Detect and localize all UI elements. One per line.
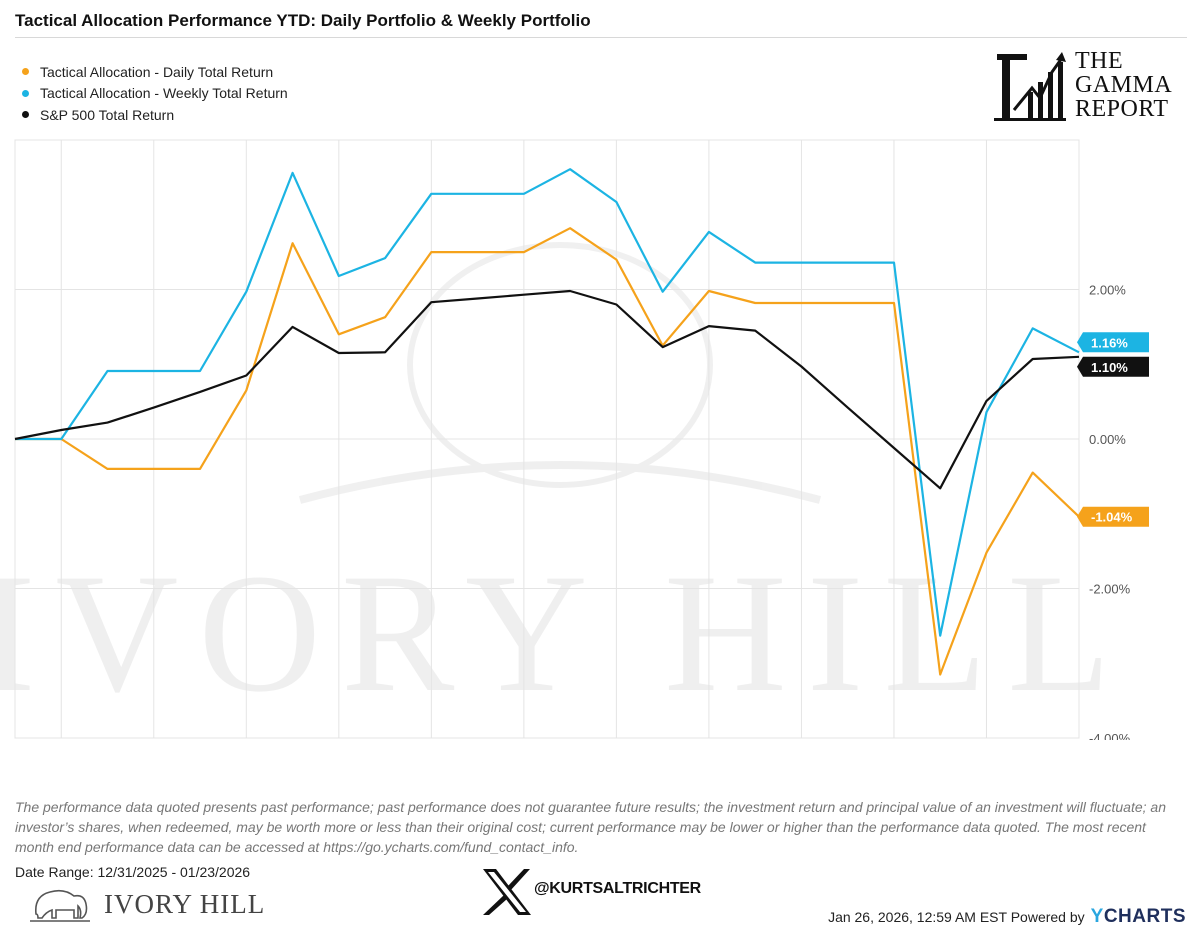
- gamma-report-wordmark: THE GAMMA REPORT: [1075, 49, 1172, 121]
- y-tick-label: 2.00%: [1089, 283, 1126, 298]
- y-axis-labels: 2.00% 0.00% -2.00% -4.00%: [1089, 283, 1131, 741]
- legend-item-daily[interactable]: Tactical Allocation - Daily Total Return: [22, 61, 288, 83]
- ycharts-logo-y: Y: [1090, 906, 1104, 927]
- gamma-report-line-3: REPORT: [1075, 96, 1169, 122]
- weekly-end-label: 1.16%: [1091, 335, 1128, 350]
- ivory-hill-wordmark: IVORY HILL: [104, 889, 266, 919]
- performance-disclaimer: The performance data quoted presents pas…: [15, 799, 1166, 855]
- timestamp-text: Jan 26, 2026, 12:59 AM EST Powered by: [828, 909, 1085, 925]
- sp500-end-label-bg: [1077, 356, 1149, 377]
- daily-end-label-bg: [1077, 506, 1149, 527]
- ivory-hill-watermark: IVORY HILL: [0, 242, 1131, 727]
- legend-item-sp500[interactable]: S&P 500 Total Return: [22, 104, 288, 126]
- y-tick-label: 0.00%: [1089, 432, 1126, 447]
- y-tick-label: -2.00%: [1089, 582, 1131, 597]
- daily-return-line: [15, 227, 1080, 676]
- date-range: Date Range: 12/31/2025 - 01/23/2026: [15, 864, 251, 880]
- legend-marker-daily: [22, 68, 29, 76]
- legend-label-weekly: Tactical Allocation - Weekly Total Retur…: [40, 85, 288, 102]
- ycharts-logo[interactable]: YCHARTS: [1091, 906, 1186, 928]
- ycharts-logo-rest: CHARTS: [1103, 906, 1186, 927]
- series-end-labels: -1.04% 1.16% 1.10%: [1077, 332, 1149, 527]
- footer-timestamp: Jan 26, 2026, 12:59 AM EST Powered by YC…: [828, 906, 1186, 928]
- gamma-report-line-2: GAMMA: [1075, 72, 1173, 98]
- sp500-return-line: [14, 289, 1080, 490]
- legend-label-daily: Tactical Allocation - Daily Total Return: [40, 63, 274, 80]
- legend-marker-weekly: [22, 89, 29, 97]
- legend-marker-sp500: [22, 111, 29, 119]
- title-divider: [15, 37, 1187, 38]
- watermark-text: IVORY HILL: [0, 539, 1131, 727]
- sp500-end-label: 1.10%: [1091, 360, 1128, 375]
- x-handle-link[interactable]: @KURTSALTRICHTER: [534, 880, 701, 897]
- chart-title: Tactical Allocation Performance YTD: Dai…: [15, 11, 591, 30]
- weekly-return-line: [15, 168, 1080, 637]
- x-logo-icon[interactable]: [481, 867, 533, 917]
- y-tick-label: -4.00%: [1089, 731, 1131, 740]
- elephant-logo-icon: [30, 889, 90, 922]
- gamma-report-line-1: THE: [1075, 48, 1124, 74]
- legend-label-sp500: S&P 500 Total Return: [40, 106, 175, 123]
- weekly-end-label-bg: [1077, 332, 1149, 353]
- performance-line-chart: IVORY HILL 2.00%0.00%-2.00%-4.00% Jan 1J…: [0, 139, 1149, 741]
- chart-series: [14, 168, 1080, 676]
- daily-end-label: -1.04%: [1091, 510, 1133, 525]
- gamma-report-logo-icon: [994, 52, 1066, 121]
- legend-item-weekly[interactable]: Tactical Allocation - Weekly Total Retur…: [22, 83, 288, 105]
- chart-legend: Tactical Allocation - Daily Total Return…: [22, 61, 288, 126]
